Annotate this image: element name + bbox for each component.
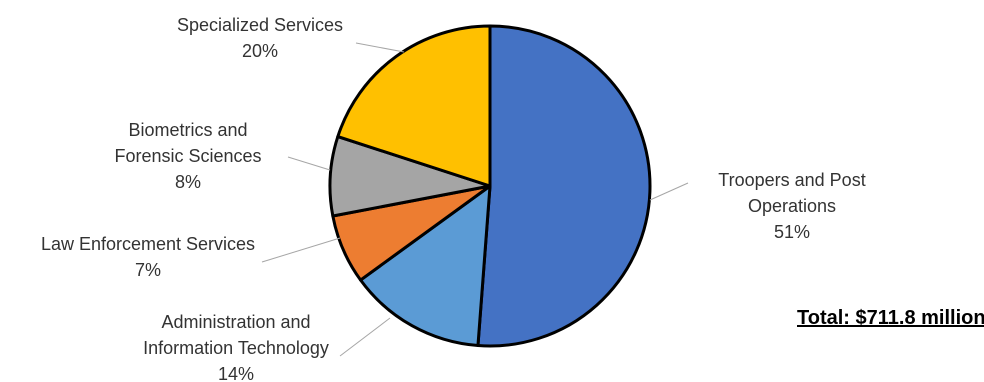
leader-line xyxy=(287,156,331,171)
total-label: Total: $711.8 million xyxy=(797,307,984,329)
slice-label: Law Enforcement Services 7% xyxy=(41,234,255,280)
pie-slices xyxy=(328,24,652,348)
leader-lines xyxy=(261,42,689,357)
pie-slice xyxy=(336,24,492,188)
slice-label: Administration and Information Technology… xyxy=(143,312,329,382)
leader-line xyxy=(649,182,689,201)
pie-slice xyxy=(476,24,652,348)
pie-slice xyxy=(359,184,492,348)
leader-line xyxy=(339,317,391,357)
leader-line xyxy=(261,237,341,263)
slice-label: Troopers and Post Operations 51% xyxy=(718,170,865,242)
slice-label: Biometrics and Forensic Sciences 8% xyxy=(114,120,261,192)
slice-labels: Troopers and Post Operations 51% Administra… xyxy=(41,15,866,382)
leader-line xyxy=(355,42,405,53)
slice-label: Specialized Services 20% xyxy=(177,15,343,61)
